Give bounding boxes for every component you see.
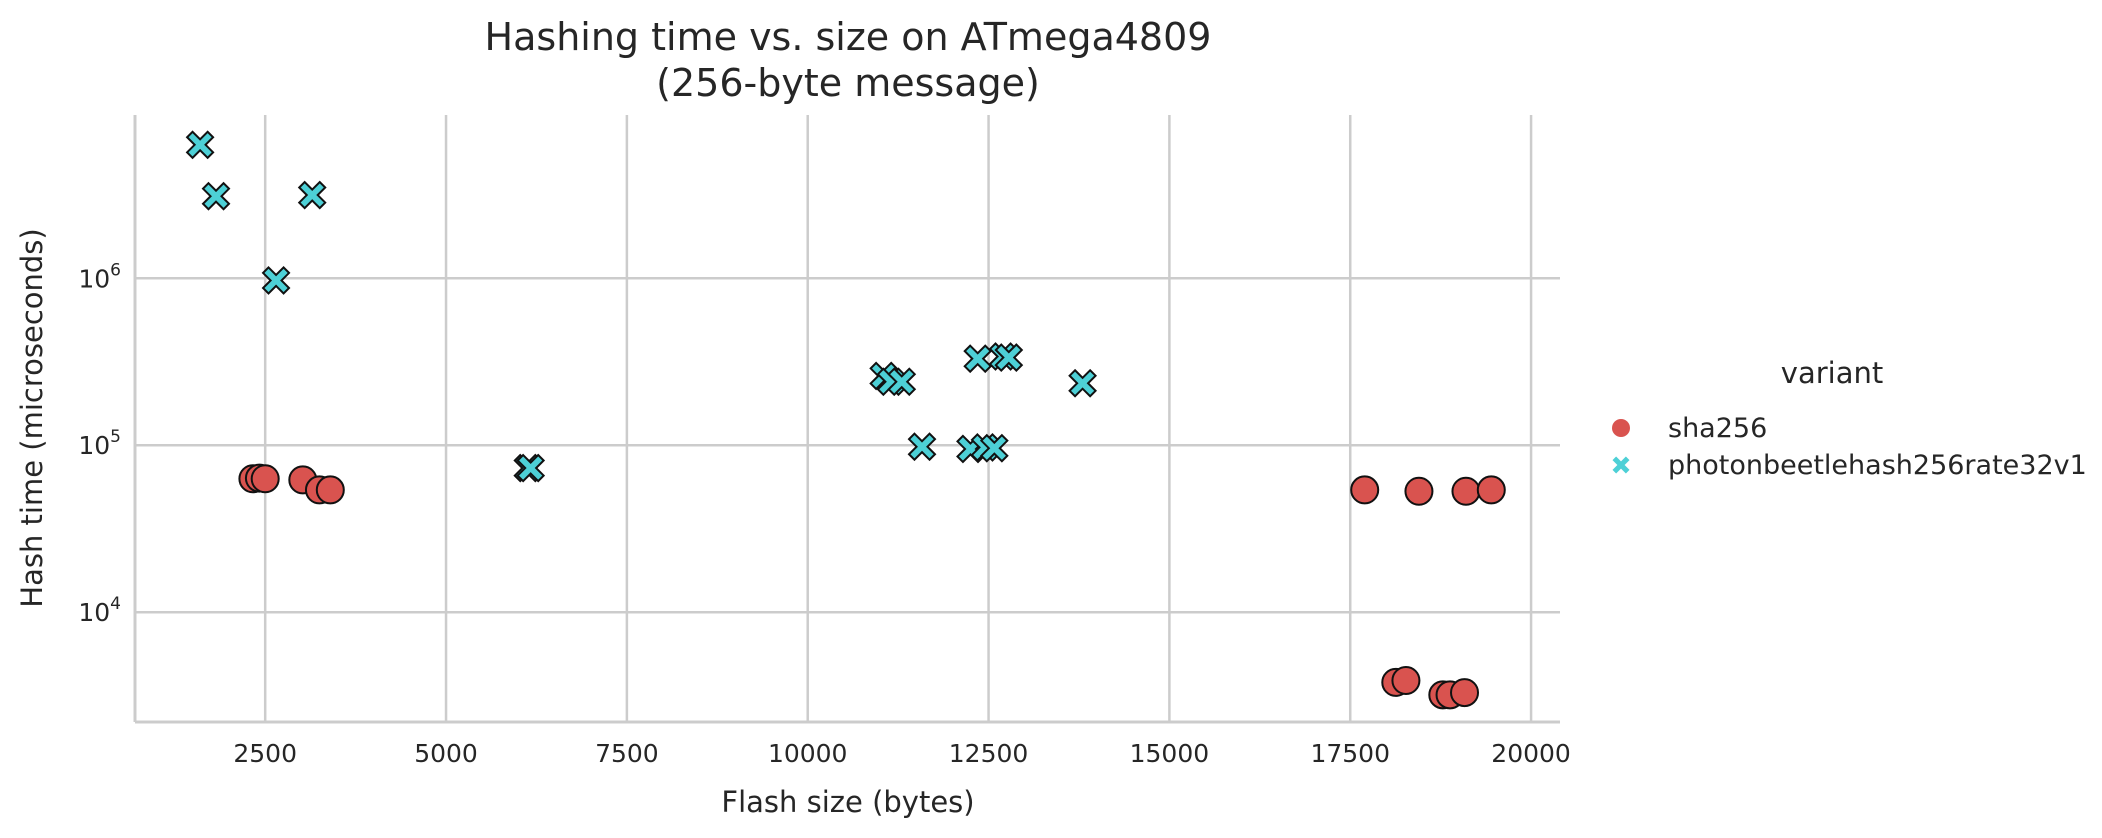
- point-sha256: [1350, 475, 1380, 505]
- series-sha256: [238, 463, 1506, 710]
- x-tick-labels: 2500 5000 7500 10000 12500 15000 17500 20000: [233, 739, 1570, 768]
- point-sha256: [1476, 475, 1506, 505]
- point-photonbeetlehash256rate32v1: [979, 433, 1009, 463]
- x-tick-label: 12500: [949, 739, 1029, 768]
- legend-label: sha256: [1668, 413, 1767, 444]
- legend: variant sha256 photonbeetlehash256rate32v…: [1612, 356, 2087, 481]
- legend-title: variant: [1781, 356, 1883, 390]
- point-photonbeetlehash256rate32v1: [887, 367, 917, 397]
- legend-items: sha256 photonbeetlehash256rate32v1: [1612, 413, 2087, 481]
- point-photonbeetlehash256rate32v1: [516, 453, 546, 483]
- data-points: [185, 130, 1506, 710]
- point-photonbeetlehash256rate32v1: [994, 343, 1024, 372]
- point-photonbeetlehash256rate32v1: [297, 180, 327, 210]
- point-photonbeetlehash256rate32v1: [1068, 368, 1098, 398]
- point-photonbeetlehash256rate32v1: [185, 130, 215, 160]
- legend-label: photonbeetlehash256rate32v1: [1668, 450, 2087, 481]
- point-photonbeetlehash256rate32v1: [963, 344, 993, 374]
- point-sha256: [1451, 476, 1481, 506]
- chart-subtitle: (256-byte message): [656, 61, 1040, 105]
- legend-marker-photonbeetlehash256rate32v1: [1612, 456, 1630, 474]
- point-sha256: [315, 475, 345, 505]
- y-axis-label: Hash time (microseconds): [15, 228, 49, 607]
- x-tick-label: 7500: [595, 739, 659, 768]
- x-tick-label: 17500: [1310, 739, 1390, 768]
- x-axis-label: Flash size (bytes): [721, 785, 974, 819]
- x-tick-label: 5000: [414, 739, 478, 768]
- grid: [135, 115, 1560, 722]
- axes: [133, 115, 1560, 724]
- x-tick-label: 20000: [1491, 739, 1571, 768]
- x-tick-label: 15000: [1130, 739, 1210, 768]
- chart-title: Hashing time vs. size on ATmega4809: [485, 15, 1212, 59]
- point-photonbeetlehash256rate32v1: [261, 266, 291, 295]
- point-sha256: [250, 464, 280, 494]
- point-photonbeetlehash256rate32v1: [907, 432, 937, 462]
- point-sha256: [1450, 678, 1480, 708]
- x-tick-label: 10000: [768, 739, 848, 768]
- legend-item: photonbeetlehash256rate32v1: [1612, 450, 2087, 481]
- legend-item: sha256: [1612, 413, 1767, 444]
- point-sha256: [1391, 665, 1421, 695]
- point-sha256: [1404, 476, 1434, 506]
- y-tick-label: 104: [78, 594, 121, 627]
- legend-marker-sha256: [1612, 419, 1630, 437]
- y-tick-label: 106: [78, 260, 121, 293]
- y-tick-label: 105: [78, 427, 121, 460]
- series-photonbeetlehash256rate32v1: [185, 130, 1098, 483]
- point-photonbeetlehash256rate32v1: [201, 181, 231, 211]
- y-tick-labels: 104 105 106: [78, 260, 121, 627]
- x-tick-label: 2500: [233, 739, 297, 768]
